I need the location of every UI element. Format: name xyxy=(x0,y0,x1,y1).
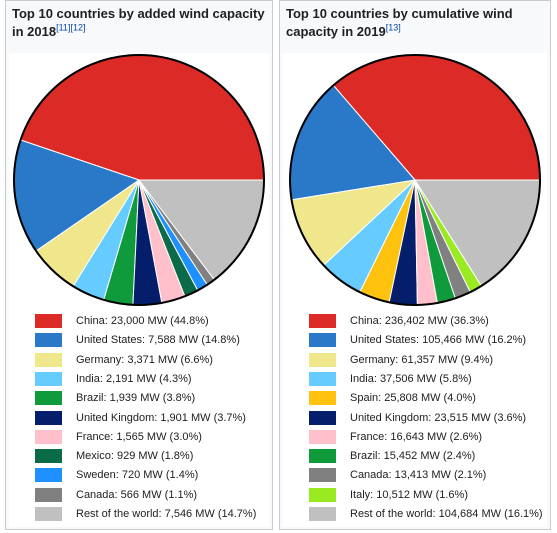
pie-outline xyxy=(13,54,265,306)
legend-label: United Kingdom: 1,901 MW (3.7%) xyxy=(76,411,246,424)
legend-swatch xyxy=(309,468,336,483)
legend: China: 23,000 MW (44.8%) United States: 7… xyxy=(9,308,269,527)
legend-item: United States: 7,588 MW (14.8%) xyxy=(9,330,269,350)
legend-swatch xyxy=(35,314,62,328)
legend-item: Brazil: 15,452 MW (2.4%) xyxy=(283,446,547,466)
chart-title: Top 10 countries by added wind capacity … xyxy=(12,6,265,39)
legend-label: Germany: 3,371 MW (6.6%) xyxy=(76,353,213,366)
legend-item: United States: 105,466 MW (16.2%) xyxy=(283,330,547,350)
legend-label: Canada: 13,413 MW (2.1%) xyxy=(350,469,487,482)
legend-swatch xyxy=(35,449,62,464)
legend-swatch xyxy=(309,410,336,425)
legend-swatch xyxy=(35,410,62,425)
legend-swatch xyxy=(309,507,336,521)
chart-panel-added-2018: Top 10 countries by added wind capacity … xyxy=(5,0,273,530)
legend-label: United Kingdom: 23,515 MW (3.6%) xyxy=(350,411,527,424)
legend: China: 236,402 MW (36.3%) United States: … xyxy=(283,308,547,527)
legend-label: Rest of the world: 7,546 MW (14.7%) xyxy=(76,508,257,520)
legend-swatch xyxy=(35,468,62,483)
legend-item: France: 16,643 MW (2.6%) xyxy=(283,427,547,447)
legend-swatch xyxy=(309,371,336,386)
legend-label: China: 23,000 MW (44.8%) xyxy=(76,315,209,327)
legend-item: Sweden: 720 MW (1.4%) xyxy=(9,465,269,485)
legend-label: Canada: 566 MW (1.1%) xyxy=(76,488,198,501)
legend-swatch xyxy=(309,391,336,406)
legend-item: Italy: 10,512 MW (1.6%) xyxy=(283,485,547,505)
legend-swatch xyxy=(35,371,62,386)
legend-label: Germany: 61,357 MW (9.4%) xyxy=(350,353,494,366)
legend-swatch xyxy=(35,487,62,502)
legend-item: India: 37,506 MW (5.8%) xyxy=(283,369,547,389)
legend-label: United States: 7,588 MW (14.8%) xyxy=(76,334,240,347)
chart-panel-cumulative-2019: Top 10 countries by cumulative wind capa… xyxy=(279,0,551,530)
legend-item: Rest of the world: 104,684 MW (16.1%) xyxy=(283,504,547,524)
legend-label: Spain: 25,808 MW (4.0%) xyxy=(350,392,476,405)
pie-outline xyxy=(289,54,541,306)
legend-label: China: 236,402 MW (36.3%) xyxy=(350,315,489,327)
legend-swatch xyxy=(35,352,62,367)
pie-chart xyxy=(289,54,541,306)
ref-link-11[interactable]: [11] xyxy=(56,22,71,33)
legend-item: France: 1,565 MW (3.0%) xyxy=(9,427,269,447)
legend-item: China: 23,000 MW (44.8%) xyxy=(9,311,269,331)
legend-swatch xyxy=(35,391,62,406)
legend-label: United States: 105,466 MW (16.2%) xyxy=(350,334,527,347)
legend-swatch xyxy=(309,429,336,444)
pie-plot-area xyxy=(9,53,269,308)
legend-label: Rest of the world: 104,684 MW (16.1%) xyxy=(350,508,543,520)
legend-item: Canada: 13,413 MW (2.1%) xyxy=(283,465,547,485)
legend-swatch xyxy=(309,333,336,348)
legend-label: Mexico: 929 MW (1.8%) xyxy=(76,450,194,463)
legend-item: India: 2,191 MW (4.3%) xyxy=(9,369,269,389)
legend-swatch xyxy=(309,352,336,367)
legend-swatch xyxy=(35,333,62,348)
legend-item: Germany: 61,357 MW (9.4%) xyxy=(283,350,547,370)
legend-swatch xyxy=(309,449,336,464)
ref-link-12[interactable]: [12] xyxy=(70,22,86,33)
legend-label: Italy: 10,512 MW (1.6%) xyxy=(350,488,468,501)
pie-plot-area xyxy=(283,53,547,308)
legend-label: Sweden: 720 MW (1.4%) xyxy=(76,469,199,482)
legend-item: Canada: 566 MW (1.1%) xyxy=(9,485,269,505)
pie-chart xyxy=(13,54,265,306)
legend-item: Rest of the world: 7,546 MW (14.7%) xyxy=(9,504,269,524)
legend-label: Brazil: 15,452 MW (2.4%) xyxy=(350,450,476,463)
legend-label: Brazil: 1,939 MW (3.8%) xyxy=(76,392,196,405)
legend-label: India: 37,506 MW (5.8%) xyxy=(350,372,472,385)
ref-link-13[interactable]: [13] xyxy=(385,22,401,33)
legend-item: Spain: 25,808 MW (4.0%) xyxy=(283,388,547,408)
legend-label: India: 2,191 MW (4.3%) xyxy=(76,372,192,385)
legend-label: France: 1,565 MW (3.0%) xyxy=(76,430,202,443)
legend-swatch xyxy=(35,429,62,444)
legend-label: France: 16,643 MW (2.6%) xyxy=(350,430,483,443)
legend-item: Germany: 3,371 MW (6.6%) xyxy=(9,350,269,370)
legend-item: United Kingdom: 23,515 MW (3.6%) xyxy=(283,408,547,428)
legend-swatch xyxy=(309,314,336,328)
legend-item: China: 236,402 MW (36.3%) xyxy=(283,311,547,331)
legend-item: Mexico: 929 MW (1.8%) xyxy=(9,446,269,466)
legend-swatch xyxy=(309,487,336,502)
legend-item: Brazil: 1,939 MW (3.8%) xyxy=(9,388,269,408)
chart-title: Top 10 countries by cumulative wind capa… xyxy=(286,6,513,39)
legend-swatch xyxy=(35,507,62,521)
legend-item: United Kingdom: 1,901 MW (3.7%) xyxy=(9,408,269,428)
